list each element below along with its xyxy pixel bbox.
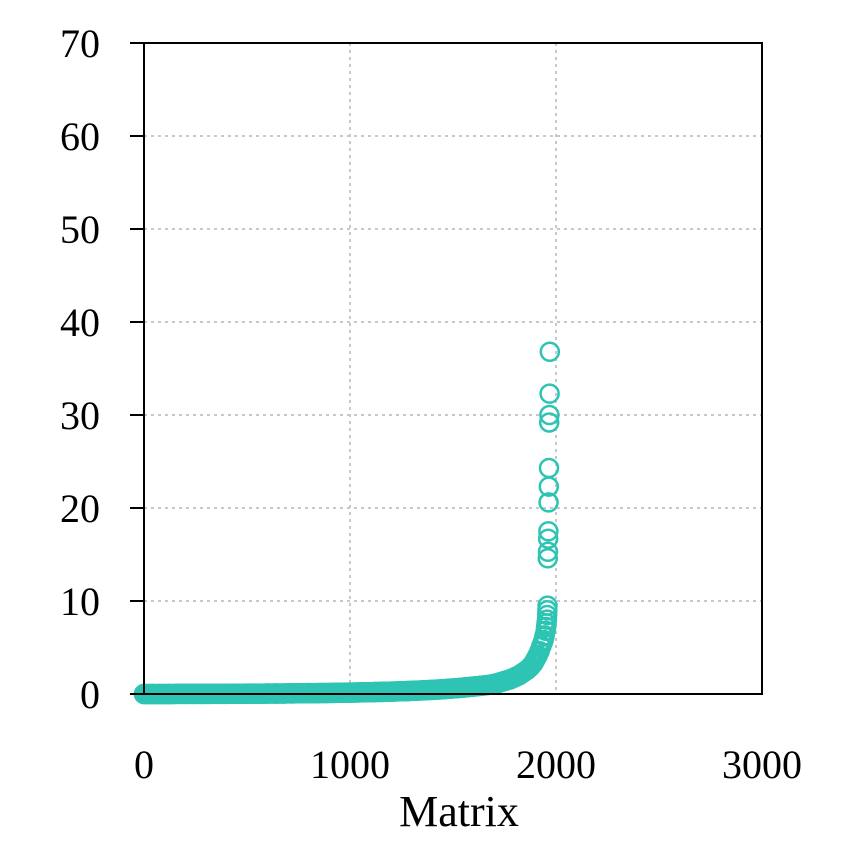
data-point (538, 492, 559, 513)
x-tick-label: 0 (134, 742, 154, 787)
y-tick-label: 10 (60, 579, 100, 624)
data-point (538, 457, 560, 479)
data-point (535, 616, 557, 638)
tick-labels: 0 10 20 30 40 50 60 70 0 1000 2000 3000 (60, 21, 802, 787)
y-tick-label: 0 (80, 672, 100, 717)
x-tick-label: 2000 (516, 742, 596, 787)
data-point (538, 521, 559, 542)
data-point (537, 528, 559, 549)
data-point (539, 404, 560, 426)
data-point (537, 547, 559, 569)
x-tick-label: 1000 (310, 742, 390, 787)
y-tick-label: 60 (60, 114, 100, 159)
y-tick-label: 40 (60, 300, 100, 345)
plot-area-frame (143, 42, 763, 695)
x-axis-title: Matrix (399, 787, 519, 836)
data-point (539, 341, 561, 363)
x-tick-label: 3000 (722, 742, 802, 787)
data-point (534, 626, 555, 647)
data-point (539, 383, 560, 404)
y-tick-label: 30 (60, 393, 100, 438)
data-point (537, 541, 559, 562)
data-points (133, 341, 561, 705)
grid (144, 43, 762, 694)
y-tick-label: 70 (60, 21, 100, 66)
data-point (538, 412, 560, 433)
y-tick-label: 50 (60, 207, 100, 252)
y-tick-label: 20 (60, 486, 100, 531)
data-point (537, 595, 558, 616)
